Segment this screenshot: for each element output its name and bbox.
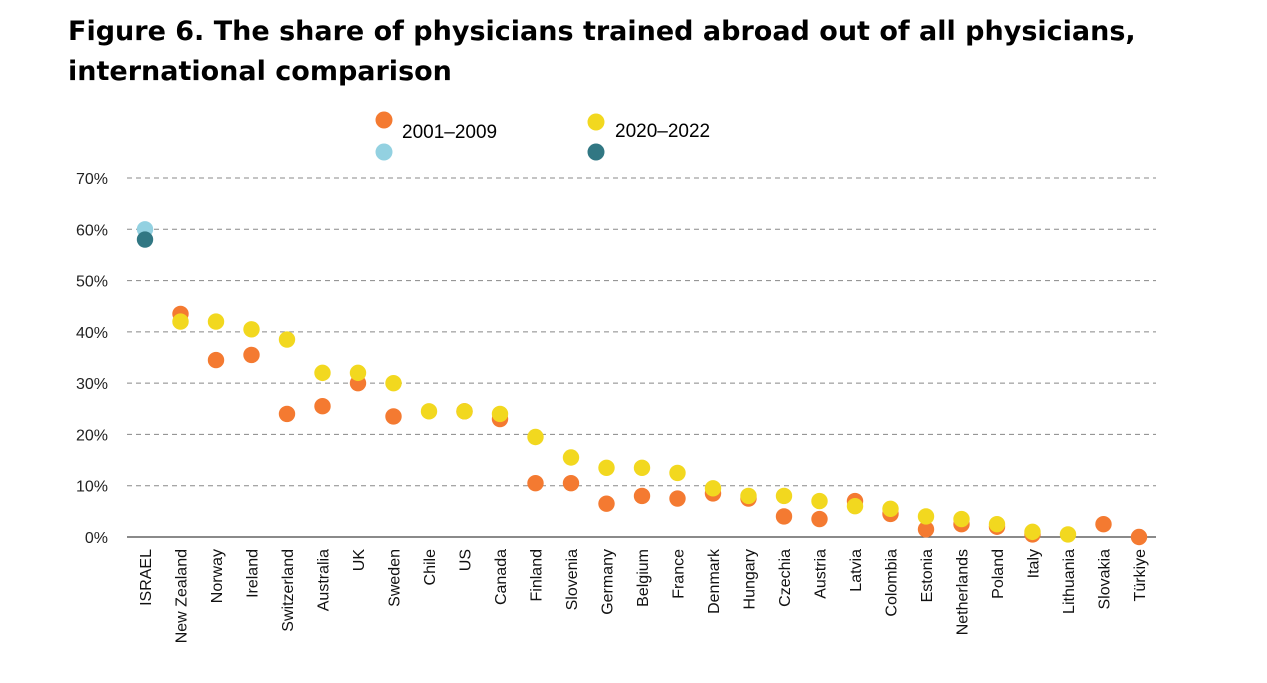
y-tick-label: 20% bbox=[76, 427, 108, 444]
x-tick-label: Czechia bbox=[777, 549, 794, 607]
legend-marker-late bbox=[587, 113, 605, 131]
x-tick-label: Ireland bbox=[245, 549, 262, 598]
x-tick-label: Italy bbox=[1026, 549, 1043, 578]
x-tick-label: Switzerland bbox=[280, 549, 297, 632]
data-point-early bbox=[917, 521, 935, 538]
data-point-late bbox=[420, 403, 438, 420]
data-point-late bbox=[1059, 526, 1077, 543]
x-tick-label: Poland bbox=[990, 549, 1007, 599]
data-point-early bbox=[207, 351, 225, 369]
data-point-late bbox=[811, 492, 828, 510]
x-tick-label: Lithuania bbox=[1061, 549, 1078, 614]
x-tick-label: Slovakia bbox=[1097, 549, 1114, 610]
y-tick-label: 50% bbox=[76, 274, 108, 291]
data-point-early bbox=[385, 408, 402, 425]
data-point-late bbox=[846, 498, 864, 515]
data-point-early bbox=[314, 398, 331, 415]
data-point-late bbox=[562, 449, 580, 466]
x-tick-label: Finland bbox=[529, 549, 546, 601]
legend-label-late: 2020–2022 bbox=[615, 121, 711, 142]
x-tick-label: US bbox=[458, 549, 475, 571]
data-point-late bbox=[882, 500, 899, 517]
x-tick-label: Sweden bbox=[387, 549, 404, 607]
x-tick-label: Belgium bbox=[635, 549, 652, 607]
x-tick-label: Latvia bbox=[848, 549, 865, 592]
y-tick-label: 30% bbox=[76, 376, 108, 393]
data-point-early bbox=[669, 490, 686, 507]
data-point-early bbox=[633, 487, 651, 505]
data-point-late bbox=[491, 405, 509, 423]
y-axis-ticks: 0% 10% 20% 30% 40% 50% 60% 70% bbox=[76, 171, 108, 547]
legend-marker-early bbox=[375, 111, 393, 129]
x-tick-label: France bbox=[671, 549, 688, 599]
x-axis-ticks: ISRAEL New Zealand Norway Ireland Switzerlan… bbox=[138, 548, 1149, 643]
x-tick-label: Austria bbox=[813, 549, 830, 599]
y-tick-label: 0% bbox=[85, 530, 108, 547]
x-tick-label: Hungary bbox=[742, 549, 759, 609]
data-point-early bbox=[1095, 515, 1112, 533]
data-point-late bbox=[136, 231, 154, 248]
x-tick-label: Türkiye bbox=[1132, 549, 1149, 602]
data-point-late bbox=[633, 459, 651, 476]
data-point-late bbox=[1024, 523, 1041, 541]
data-point-late bbox=[598, 459, 615, 476]
x-tick-label: Slovenia bbox=[564, 549, 581, 610]
data-point-late bbox=[527, 428, 544, 446]
data-point-early bbox=[598, 495, 615, 512]
gridlines bbox=[127, 177, 1156, 538]
x-tick-label: Canada bbox=[493, 549, 510, 605]
x-tick-label: Germany bbox=[600, 549, 617, 615]
data-point-late bbox=[385, 374, 402, 392]
data-point-late bbox=[704, 480, 722, 497]
data-point-late bbox=[278, 331, 296, 348]
x-tick-label: Denmark bbox=[706, 548, 723, 614]
legend-marker-late-highlight bbox=[587, 143, 605, 161]
x-tick-label: Colombia bbox=[884, 549, 901, 617]
x-tick-label: Estonia bbox=[919, 549, 936, 602]
data-point-late bbox=[349, 364, 367, 382]
x-tick-label: UK bbox=[351, 549, 368, 572]
data-point-late bbox=[988, 515, 1006, 533]
data-point-late bbox=[917, 508, 935, 525]
y-tick-label: 40% bbox=[76, 325, 108, 342]
legend bbox=[375, 111, 605, 161]
x-tick-label: Netherlands bbox=[955, 549, 972, 635]
data-point-late bbox=[243, 321, 260, 338]
data-point-early bbox=[562, 474, 580, 492]
data-point-early bbox=[1130, 528, 1148, 546]
data-point-early bbox=[811, 510, 828, 528]
x-tick-label: New Zealand bbox=[174, 549, 191, 643]
legend-label-early: 2001–2009 bbox=[402, 122, 498, 143]
data-point-early bbox=[775, 508, 793, 525]
x-tick-label: Norway bbox=[209, 549, 226, 603]
x-tick-label: Australia bbox=[316, 549, 333, 611]
data-point-late bbox=[740, 487, 757, 505]
data-point-late bbox=[775, 487, 793, 505]
data-point-late bbox=[456, 403, 473, 420]
x-tick-label: ISRAEL bbox=[138, 549, 155, 606]
chart-title: Figure 6. The share of physicians traine… bbox=[68, 16, 1136, 87]
data-point-late bbox=[207, 313, 225, 330]
data-points bbox=[136, 221, 1148, 546]
data-point-late bbox=[172, 313, 189, 330]
data-point-early bbox=[243, 346, 260, 364]
x-tick-label: Chile bbox=[422, 549, 439, 586]
data-point-early bbox=[278, 405, 296, 423]
y-tick-label: 60% bbox=[76, 222, 108, 239]
y-tick-label: 70% bbox=[76, 171, 108, 188]
data-point-late bbox=[669, 464, 686, 482]
y-tick-label: 10% bbox=[76, 479, 108, 496]
data-point-early bbox=[527, 474, 544, 492]
legend-marker-early-highlight bbox=[375, 143, 393, 161]
data-point-late bbox=[314, 364, 331, 382]
data-point-late bbox=[953, 510, 970, 528]
